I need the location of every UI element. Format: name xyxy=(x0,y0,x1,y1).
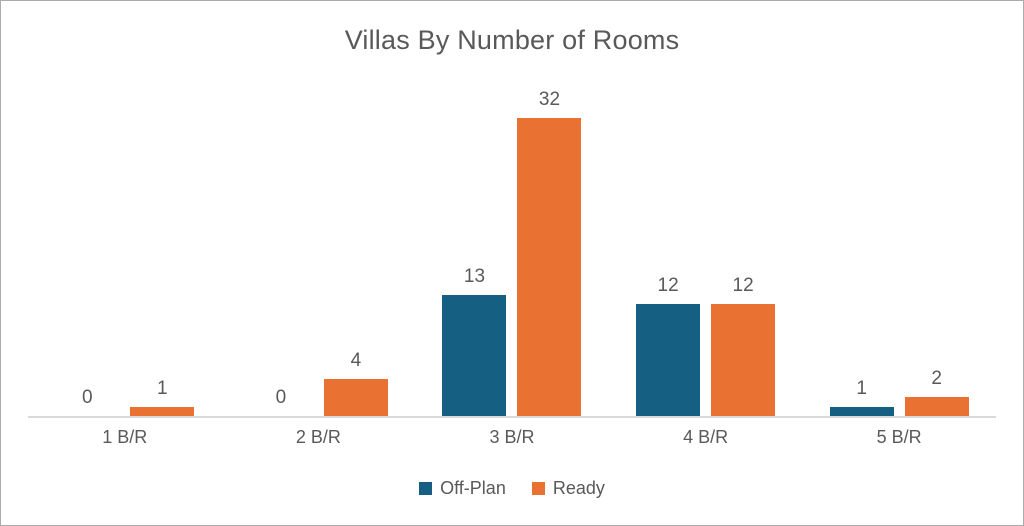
plot-area: 0 1 0 4 13 32 12 12 1 2 xyxy=(28,84,996,418)
bar-slot-ready-2br: 4 xyxy=(323,84,388,416)
x-axis: 1 B/R 2 B/R 3 B/R 4 B/R 5 B/R xyxy=(28,427,996,448)
category-group-4br: 12 12 xyxy=(609,84,803,416)
bar-ready-5br xyxy=(904,397,969,416)
legend: Off-Plan Ready xyxy=(1,478,1023,499)
legend-item-ready: Ready xyxy=(531,478,605,499)
bar-slot-ready-5br: 2 xyxy=(904,84,969,416)
x-label-5br: 5 B/R xyxy=(876,427,922,447)
bar-label-offplan-5br: 1 xyxy=(856,378,867,399)
x-label-3br: 3 B/R xyxy=(489,427,535,447)
bar-slot-offplan-5br: 1 xyxy=(829,84,894,416)
x-label-1br: 1 B/R xyxy=(102,427,148,447)
bar-slot-ready-3br: 32 xyxy=(517,84,582,416)
legend-label-ready: Ready xyxy=(552,478,605,498)
bar-label-offplan-3br: 13 xyxy=(463,266,486,287)
bar-slot-offplan-3br: 13 xyxy=(442,84,507,416)
bar-slot-offplan-2br: 0 xyxy=(249,84,313,416)
x-label-4br: 4 B/R xyxy=(683,427,729,447)
legend-swatch-off-plan xyxy=(419,482,433,495)
bar-label-offplan-4br: 12 xyxy=(657,275,679,296)
bar-ready-3br xyxy=(517,118,582,416)
legend-label-off-plan: Off-Plan xyxy=(440,478,506,498)
bar-label-offplan-2br: 0 xyxy=(275,387,287,408)
bar-offplan-4br xyxy=(636,304,701,416)
bar-slot-offplan-4br: 12 xyxy=(636,84,701,416)
bar-label-ready-5br: 2 xyxy=(931,368,942,389)
bar-label-ready-4br: 12 xyxy=(732,275,754,296)
x-label-2br: 2 B/R xyxy=(295,427,341,447)
bar-label-ready-2br: 4 xyxy=(350,350,362,371)
bar-label-ready-1br: 1 xyxy=(157,378,168,399)
category-group-3br: 13 32 xyxy=(415,84,609,416)
bar-slot-ready-4br: 12 xyxy=(711,84,776,416)
bar-ready-2br xyxy=(323,379,388,416)
bar-slot-offplan-1br: 0 xyxy=(55,84,119,416)
legend-swatch-ready xyxy=(531,482,545,495)
chart-title: Villas By Number of Rooms xyxy=(344,25,680,55)
bar-label-ready-3br: 32 xyxy=(538,89,561,110)
bar-ready-4br xyxy=(711,304,776,416)
legend-item-off-plan: Off-Plan xyxy=(419,478,506,499)
bar-offplan-5br xyxy=(829,407,894,416)
bar-slot-ready-1br: 1 xyxy=(130,84,195,416)
bar-ready-1br xyxy=(130,407,195,416)
bar-offplan-3br xyxy=(442,295,507,416)
bar-label-offplan-1br: 0 xyxy=(82,387,93,408)
